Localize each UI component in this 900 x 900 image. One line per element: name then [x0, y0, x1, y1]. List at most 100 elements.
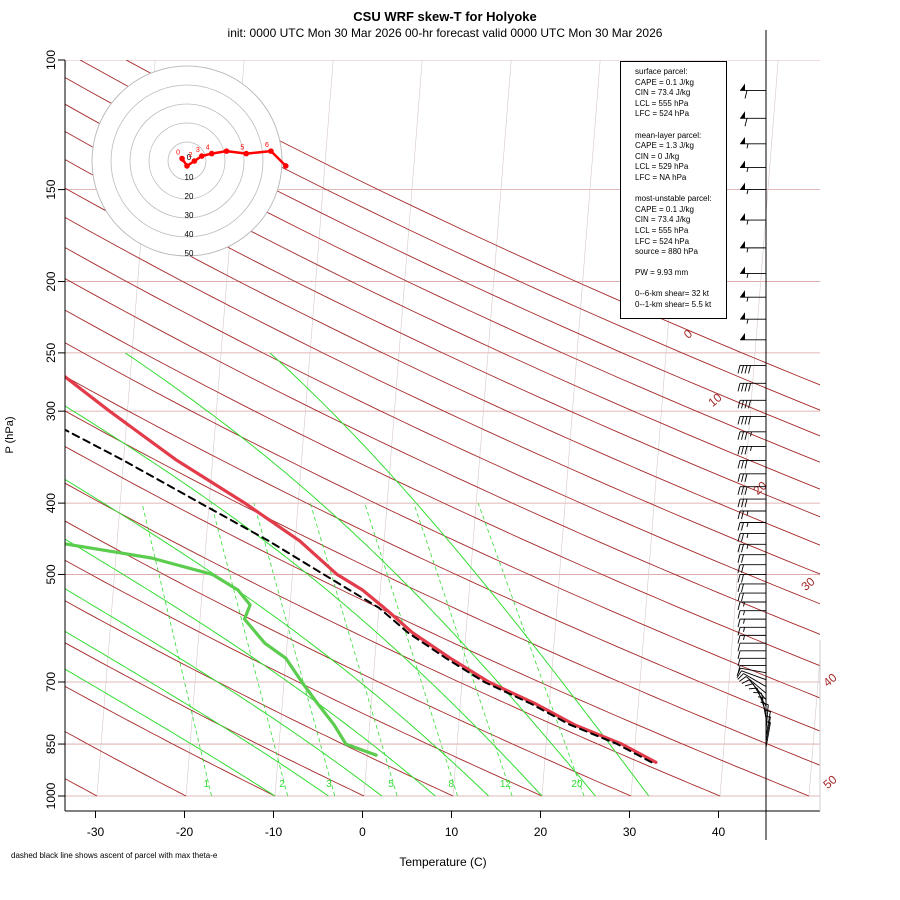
mixing-ratio-line: [210, 503, 289, 797]
wind-barb-tick: [737, 498, 741, 508]
wind-barb-tick: [741, 486, 744, 495]
wind-barb-flag: [740, 182, 745, 190]
wind-barb-half-tick: [743, 619, 745, 624]
wind-barb-tick: [748, 687, 758, 690]
x-tick-label: -10: [265, 825, 283, 839]
wind-barb-tick: [737, 627, 741, 636]
hodograph-point-label: 2: [188, 152, 192, 159]
chart-title: CSU WRF skew-T for Holyoke: [353, 9, 536, 24]
wind-barb-tick: [744, 498, 748, 508]
wind-barb-tick: [737, 522, 741, 531]
isotherm-line: [363, 60, 423, 797]
wind-barb-tick: [737, 564, 741, 573]
surface-cin: CIN = 73.4 J/kg: [635, 88, 691, 98]
wind-barb-flag: [740, 332, 745, 340]
dry-adiabat: [65, 375, 820, 732]
wind-barb-tick: [737, 365, 741, 374]
mixing-ratio-line: [309, 503, 398, 797]
wind-barb-half-tick: [743, 610, 745, 616]
hodograph-point: [199, 153, 205, 159]
hodograph-ring: [167, 141, 207, 181]
wind-barb-tick: [741, 564, 744, 573]
mu-source: source = 880 hPa: [635, 247, 698, 257]
wind-barb-tick: [741, 460, 744, 469]
wind-barb-tick: [737, 619, 741, 628]
mu-cape: CAPE = 0.1 J/kg: [635, 204, 694, 214]
hodograph-ring-label: 10: [185, 173, 194, 182]
wind-barb-tick: [737, 486, 741, 495]
wind-barb-tick: [744, 486, 748, 495]
surface-lcl: LCL = 555 hPa: [635, 98, 689, 108]
wind-barb-half-tick: [743, 627, 745, 632]
moist-adiabat: [269, 352, 650, 797]
surface-lfc: LFC = 524 hPa: [635, 109, 690, 119]
wind-barb-tick: [737, 610, 741, 619]
wind-barb-half-tick: [746, 319, 749, 324]
wind-barb-tick: [737, 601, 741, 611]
hodograph-point-label: 5: [240, 145, 244, 152]
hodograph-ring: [148, 122, 226, 200]
dry-adiabat: [79, 60, 820, 411]
mixing-ratio-label: 8: [448, 779, 454, 790]
mixed-lcl: LCL = 529 hPa: [635, 162, 689, 172]
hodograph-point: [268, 148, 274, 154]
dry-adiabat: [65, 600, 454, 797]
x-tick-label: 40: [712, 825, 726, 839]
wind-barb-tick: [737, 416, 741, 425]
wind-barb-tick: [737, 650, 741, 659]
wind-barb-tick: [741, 416, 744, 425]
parcel-ascent-line: [65, 428, 653, 764]
mixing-ratio-line: [253, 503, 336, 797]
wind-barb-flag: [740, 312, 745, 320]
hodograph-point-label: 0: [176, 150, 180, 157]
hodograph-point: [283, 163, 289, 169]
isotherm-label: 40: [820, 670, 839, 690]
wind-barb-half-tick: [746, 273, 749, 279]
wind-barb-shaft: [740, 667, 767, 674]
x-tick-label: 20: [534, 825, 548, 839]
wind-barb-tick: [741, 510, 744, 520]
wind-barb-half-tick: [746, 189, 749, 195]
hodograph-point-label: 6: [265, 142, 269, 149]
hodograph-ring: [129, 103, 245, 219]
wind-barb-tick: [737, 533, 741, 542]
dry-adiabat: [65, 642, 365, 797]
isotherm-label: 50: [820, 772, 839, 792]
wind-barb-tick: [741, 544, 744, 553]
wind-barb-half-tick: [746, 510, 749, 516]
wind-barb-half-tick: [746, 522, 749, 528]
hodograph-point-label: 3: [196, 147, 200, 154]
wind-barb-tick: [741, 583, 744, 592]
x-tick-label: -20: [176, 825, 194, 839]
dry-adiabat: [65, 559, 543, 797]
wind-barb-tick: [737, 635, 741, 644]
wind-barb-tick: [737, 544, 741, 553]
wind-barb-half-tick: [746, 143, 749, 149]
dry-adiabat: [65, 520, 632, 797]
y-tick-label: 400: [44, 493, 58, 513]
wind-barb-tick: [744, 365, 748, 374]
wind-barb-tick: [737, 460, 741, 469]
mixing-ratio-line: [413, 502, 513, 797]
wind-barb-tick: [741, 383, 744, 392]
x-tick-label: 30: [623, 825, 637, 839]
mixing-ratio-line: [141, 503, 212, 797]
wind-barb-half-tick: [750, 446, 752, 452]
dry-adiabat: [65, 158, 820, 518]
wind-barb-shaft: [741, 670, 767, 681]
wind-barb-tick: [741, 574, 744, 583]
wind-barb-tick: [737, 554, 741, 563]
wind-barb-half-tick: [746, 533, 749, 539]
dewpoint-line: [65, 542, 378, 757]
wind-barb-tick: [741, 522, 744, 531]
hodograph-ring-label: 20: [185, 192, 194, 201]
wind-barb-tick: [741, 554, 744, 563]
wind-barb-tick: [737, 446, 741, 455]
mu-cin: CIN = 73.4 J/kg: [635, 215, 691, 225]
wind-barb-tick: [744, 383, 748, 392]
x-axis-label: Temperature (C): [399, 855, 486, 869]
hodograph-point-label: 1: [181, 157, 185, 164]
y-tick-label: 150: [44, 179, 58, 199]
wind-barb-half-tick: [746, 297, 749, 302]
